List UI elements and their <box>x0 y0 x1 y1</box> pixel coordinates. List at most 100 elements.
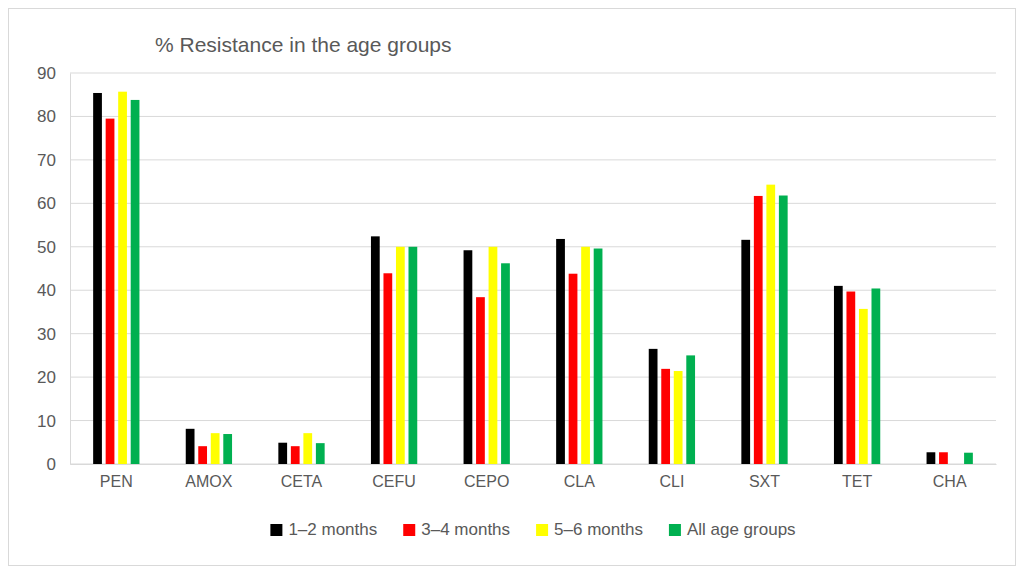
bar <box>674 371 683 464</box>
grid-line <box>70 464 996 465</box>
x-tick: AMOX <box>185 464 232 490</box>
bar <box>846 292 855 464</box>
bar <box>964 453 973 464</box>
bar <box>779 196 788 464</box>
x-tick: CHA <box>933 464 967 490</box>
y-axis: 0 10 20 30 40 50 60 70 80 90 <box>37 64 70 474</box>
bar <box>303 433 312 464</box>
y-tick: 70 <box>37 151 70 170</box>
grid-line <box>70 290 996 291</box>
legend-item: All age groups <box>669 520 796 539</box>
bar <box>278 443 287 464</box>
bars <box>93 92 973 464</box>
x-tick: CEFU <box>372 464 416 490</box>
chart: % Resistance in the age groups0102030405… <box>0 0 1024 574</box>
bar <box>106 119 115 464</box>
y-tick: 60 <box>37 194 70 213</box>
grid <box>70 73 996 464</box>
y-tick-label: 10 <box>37 411 56 430</box>
y-tick-label: 30 <box>37 325 56 344</box>
bar <box>939 452 948 464</box>
bar <box>741 240 750 464</box>
legend-swatch <box>669 524 681 536</box>
bar <box>686 355 695 464</box>
legend: 1–2 months 3–4 months 5–6 months All age gr… <box>270 520 795 539</box>
x-tick-label: AMOX <box>185 473 232 490</box>
grid-line <box>70 420 996 421</box>
bar <box>754 196 763 464</box>
y-tick-label: 80 <box>37 107 56 126</box>
bar <box>927 452 936 464</box>
bar <box>952 464 961 465</box>
x-tick-label: CHA <box>933 473 967 490</box>
y-tick: 0 <box>47 455 70 474</box>
y-tick: 20 <box>37 368 70 387</box>
y-tick: 10 <box>37 411 70 430</box>
bar <box>316 443 325 464</box>
x-tick-label: CETA <box>281 473 323 490</box>
y-tick-label: 20 <box>37 368 56 387</box>
y-axis-line <box>70 74 71 465</box>
x-tick-label: CLA <box>564 473 595 490</box>
x-tick: CLI <box>659 464 684 490</box>
plot: 0 10 20 30 40 50 60 70 80 90 PEN AMOX CETA CEFU CEPO CL… <box>37 64 996 490</box>
grid-line <box>70 333 996 334</box>
y-tick-label: 70 <box>37 151 56 170</box>
bar <box>93 93 102 464</box>
grid-line <box>70 246 996 247</box>
x-tick: PEN <box>100 464 133 490</box>
x-tick-label: CLI <box>659 473 684 490</box>
legend-swatch <box>536 524 548 536</box>
bar <box>476 297 485 464</box>
legend-swatch <box>403 524 415 536</box>
series <box>93 93 935 464</box>
legend-label: 5–6 months <box>554 520 643 539</box>
bar <box>649 349 658 464</box>
bar <box>859 309 868 464</box>
series <box>118 92 868 464</box>
y-tick-label: 90 <box>37 64 56 83</box>
x-tick: CLA <box>564 464 595 490</box>
bar <box>834 286 843 464</box>
y-tick: 50 <box>37 238 70 257</box>
bar <box>871 288 880 464</box>
bar <box>198 446 207 464</box>
bar <box>661 369 670 464</box>
legend-swatch <box>270 524 282 536</box>
grid-line <box>70 377 996 378</box>
x-tick: CETA <box>281 464 323 490</box>
grid-line <box>70 116 996 117</box>
bar <box>569 274 578 464</box>
series <box>106 119 948 464</box>
y-tick: 30 <box>37 325 70 344</box>
legend-label: All age groups <box>687 520 796 539</box>
x-tick-label: TET <box>842 473 872 490</box>
grid-line <box>70 73 996 74</box>
legend-item: 1–2 months <box>270 520 377 539</box>
y-tick-label: 60 <box>37 194 56 213</box>
x-tick-label: SXT <box>749 473 780 490</box>
bar <box>396 247 405 464</box>
bar <box>118 92 127 464</box>
bar <box>211 433 220 464</box>
bar <box>766 185 775 464</box>
x-tick: TET <box>842 464 872 490</box>
y-tick-label: 0 <box>47 455 56 474</box>
x-tick-label: PEN <box>100 473 133 490</box>
bar <box>581 247 590 464</box>
y-tick-label: 50 <box>37 238 56 257</box>
bar <box>594 249 603 464</box>
bar <box>223 434 232 464</box>
x-tick: SXT <box>749 464 780 490</box>
bar <box>383 273 392 464</box>
bar <box>556 239 565 464</box>
legend-item: 5–6 months <box>536 520 643 539</box>
legend-label: 1–2 months <box>288 520 377 539</box>
x-tick-label: CEPO <box>464 473 509 490</box>
legend-label: 3–4 months <box>421 520 510 539</box>
bar <box>131 100 140 464</box>
y-tick-label: 40 <box>37 281 56 300</box>
bar <box>408 247 417 464</box>
y-tick: 90 <box>37 64 70 83</box>
bar <box>489 247 498 464</box>
